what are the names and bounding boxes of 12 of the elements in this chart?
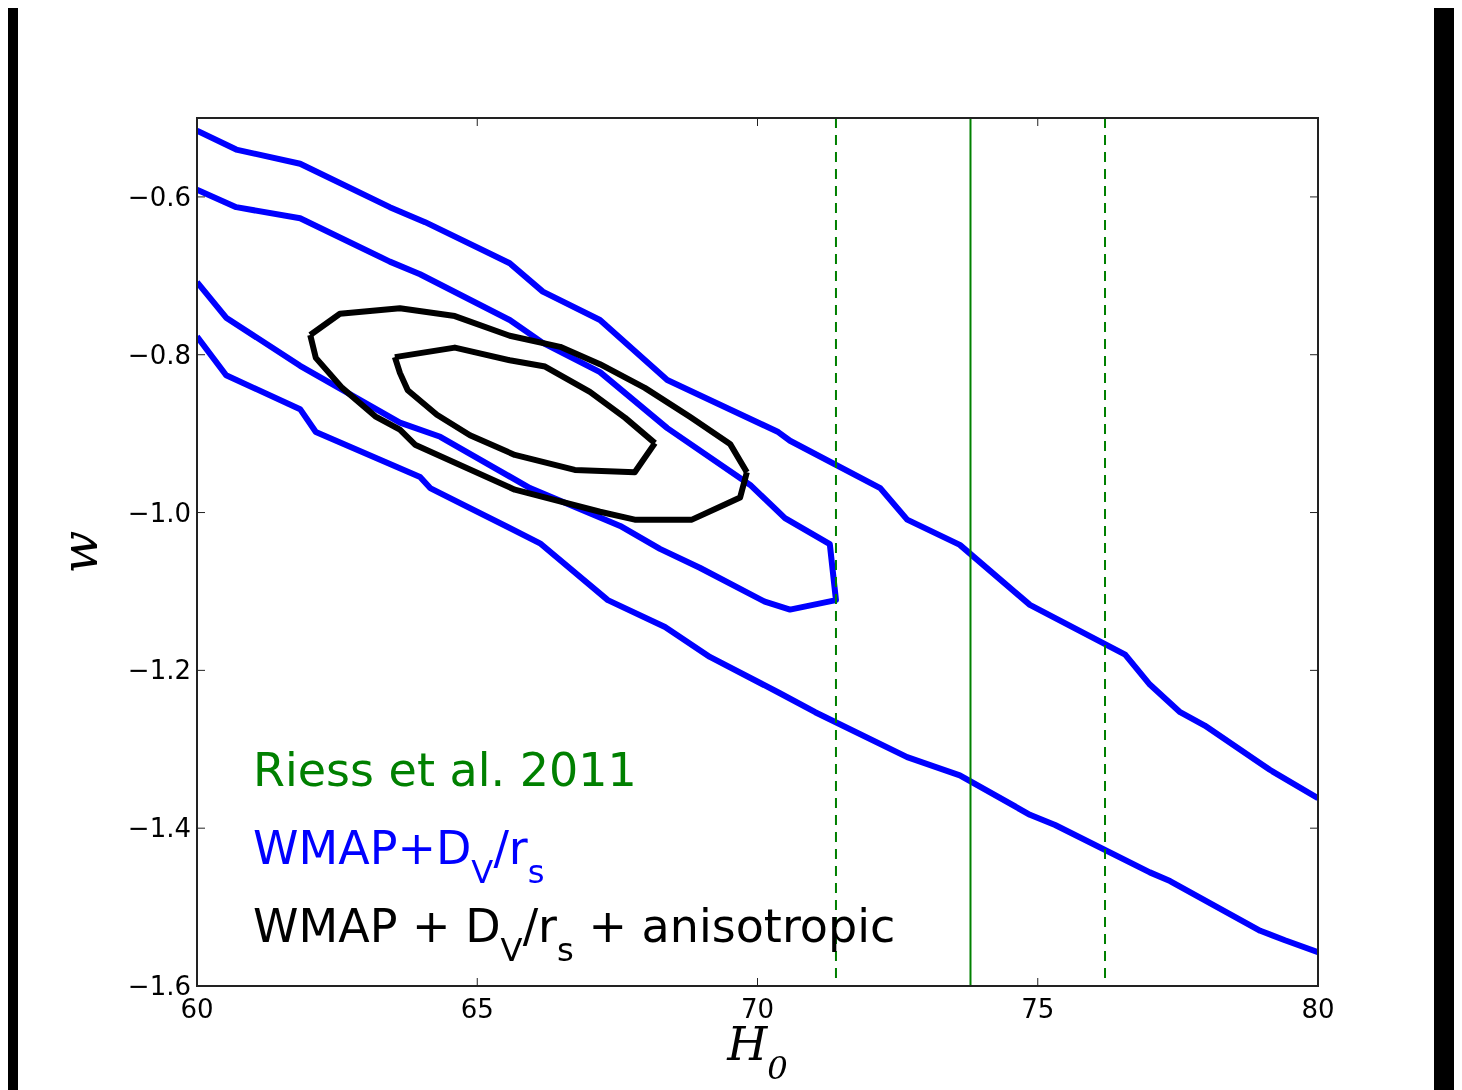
y-tick-label: −0.6 [127, 182, 191, 213]
y-tick-label: −1.0 [127, 497, 191, 528]
x-tick-label: 65 [460, 994, 494, 1024]
text: WMAP+D$_{V}$/r$_{s}$ [253, 821, 545, 891]
x-tick-label: 75 [1021, 994, 1055, 1024]
y-tick-label: −1.4 [127, 813, 191, 844]
y-tick-label: −1.2 [127, 655, 191, 686]
y-tick-label: −0.8 [127, 339, 191, 370]
text: WMAP + D$_{V}$/r$_{s}$ + anisotropic [253, 899, 896, 969]
x-tick-label: 80 [1301, 994, 1335, 1024]
y-axis-title: w [51, 530, 109, 574]
ref-line-label: Riess et al. 2011 [253, 743, 637, 797]
